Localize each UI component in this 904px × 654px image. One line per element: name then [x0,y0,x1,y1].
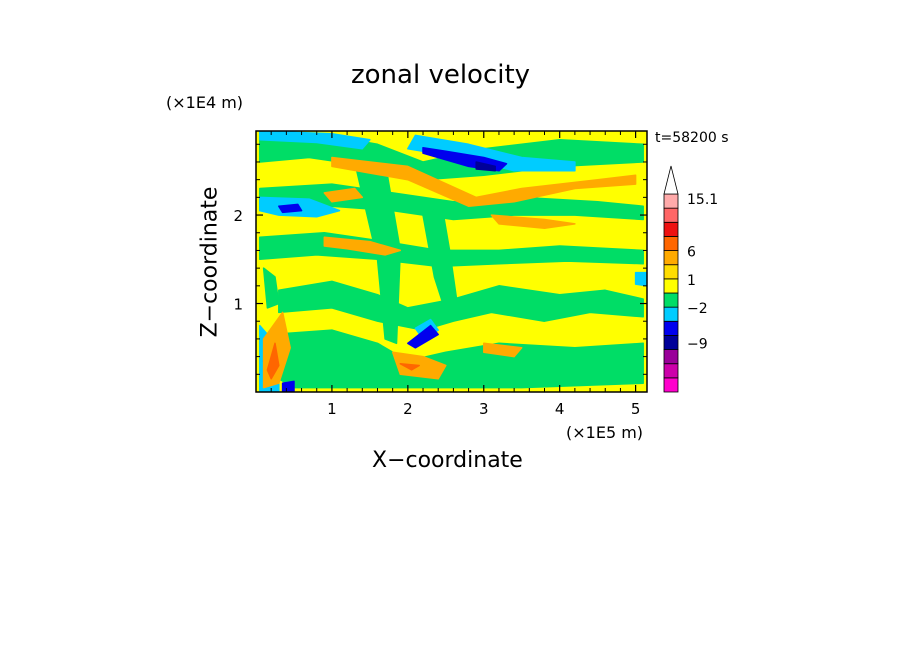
x-tick-label: 5 [631,400,641,418]
x-axis-ticks: 1 2 3 4 5 [270,131,641,418]
time-label: t=58200 s [655,130,729,146]
contour-patch [331,156,637,207]
contour-patch [278,203,303,214]
colorbar-label: −2 [687,301,708,317]
colorbar-swatch [663,377,679,393]
contour-patch [262,267,280,309]
contour-patch [281,380,295,392]
plot-frame [255,130,648,393]
colorbar-swatch [663,207,679,223]
y-tick-label: 1 [233,296,243,314]
y-unit-label: (×1E4 m) [166,93,244,112]
colorbar-swatch [663,335,679,350]
contour-patch [475,161,496,172]
x-unit-label: (×1E5 m) [566,423,644,442]
contour-patch [278,280,644,331]
contour-field [256,131,647,392]
colorbar-swatch [663,193,679,209]
contour-patch [270,329,644,389]
contour-patch [399,362,420,371]
contour-patch [407,324,439,349]
y-axis-label: Z−coordinate [197,186,223,338]
contour-patch [266,342,280,380]
contour-patch [323,236,402,256]
y-axis-ticks: 12 [233,143,647,375]
colorbar-label: −9 [687,337,708,353]
x-tick-label: 2 [403,400,413,418]
contour-patch [483,342,523,358]
colorbar: 15.1 6 1 −2 −9 [663,165,718,393]
contour-patch [323,187,364,203]
x-tick-label: 3 [479,400,489,418]
colorbar-swatch [663,250,679,266]
x-tick-label: 4 [555,400,565,418]
colorbar-swatch [663,349,679,365]
colorbar-label: 6 [687,245,696,261]
colorbar-swatch [663,320,679,336]
colorbar-swatch [663,278,679,294]
x-tick-label: 1 [327,400,337,418]
chart-title: zonal velocity [351,60,531,90]
colorbar-top-arrow [663,165,679,195]
colorbar-label: 15.1 [687,192,718,208]
colorbar-swatch [663,292,679,308]
contour-patch [634,271,647,287]
contour-patch [490,214,576,230]
y-tick-label: 2 [233,207,243,225]
colorbar-swatch [663,363,679,379]
colorbar-swatch [663,306,679,322]
contour-patch [422,205,458,314]
colorbar-swatch [663,221,679,237]
colorbar-label: 1 [687,273,696,289]
colorbar-swatch [663,236,679,251]
x-axis-label: X−coordinate [372,448,523,473]
colorbar-swatch [663,264,679,280]
